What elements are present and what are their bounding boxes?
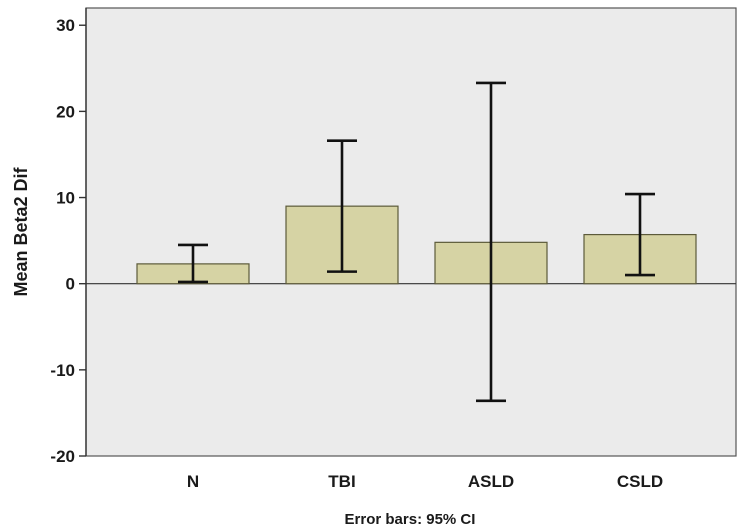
y-tick-label: 30 (56, 16, 75, 35)
y-axis-ticks: -20 -10 0 10 20 30 (50, 16, 86, 466)
error-bars-group (178, 81, 655, 403)
y-tick-label: -20 (50, 447, 75, 466)
error-bar-note: Error bars: 95% CI (345, 511, 476, 528)
y-axis-title: Mean Beta2 Dif (11, 166, 31, 296)
x-tick-label: TBI (328, 472, 355, 491)
x-tick-label: N (187, 472, 199, 491)
y-tick-label: 20 (56, 102, 75, 121)
x-axis-ticks: N TBI ASLD CSLD (187, 472, 663, 491)
y-tick-label: 10 (56, 189, 75, 208)
x-tick-label: CSLD (617, 472, 663, 491)
y-tick-label: 0 (66, 275, 75, 294)
x-tick-label: ASLD (468, 472, 514, 491)
y-tick-label: -10 (50, 361, 75, 380)
plot-area (85, 7, 737, 457)
